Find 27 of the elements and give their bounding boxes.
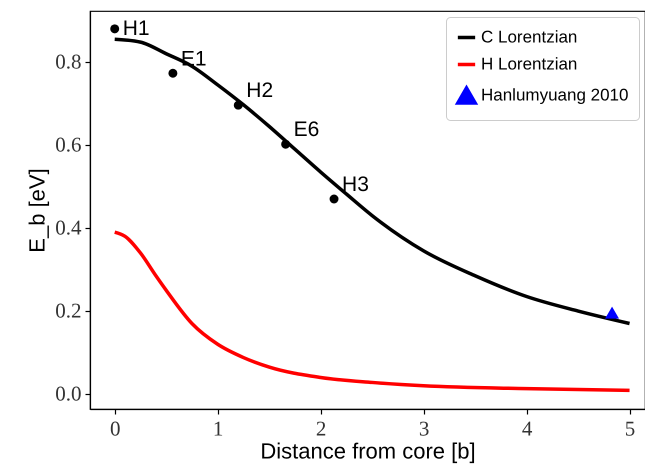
- y-tick-label: 0.2: [55, 298, 82, 323]
- point: [330, 194, 339, 204]
- x-tick-label: 2: [316, 416, 326, 440]
- annotation: E6: [294, 118, 320, 142]
- x-tick-label: 5: [624, 416, 636, 440]
- y-tick-label: 0.4: [55, 216, 82, 240]
- y-axis-title: E_b [eV]: [24, 168, 50, 253]
- annotation: H1: [122, 16, 150, 40]
- point: [281, 140, 290, 149]
- point: [234, 100, 243, 110]
- y-tick-label: 0.6: [55, 132, 82, 157]
- annotation: H3: [342, 173, 369, 196]
- y-tick-label: 0.0: [55, 382, 82, 406]
- x-tick-label: 4: [522, 416, 533, 440]
- legend-label: H Lorentzian: [481, 54, 578, 74]
- y-tick-label: 0.8: [55, 50, 82, 74]
- point: [168, 68, 178, 78]
- legend-label: C Lorentzian: [481, 28, 578, 46]
- x-tick-label: 0: [110, 416, 120, 440]
- x-tick-label: 3: [418, 416, 430, 440]
- point: [110, 24, 120, 34]
- x-tick-label: 1: [212, 416, 224, 440]
- point: [606, 308, 618, 319]
- x-axis-title: Distance from core [b]: [260, 438, 476, 464]
- line-series: [112, 230, 632, 392]
- legend-label: Hanlumyuang 2010: [481, 86, 628, 104]
- annotation: H2: [246, 79, 274, 102]
